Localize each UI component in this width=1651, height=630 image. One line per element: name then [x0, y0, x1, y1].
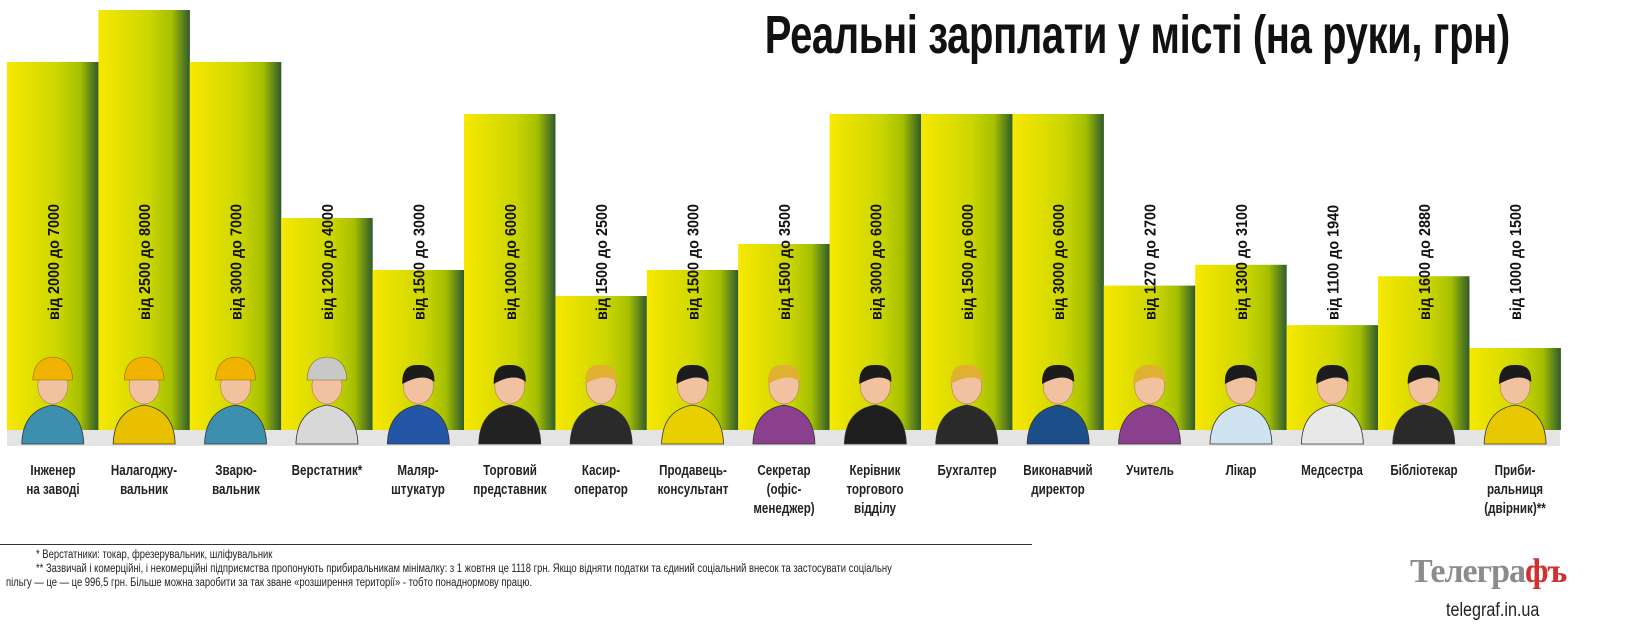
- bar-data-label: від 1100 до 1940: [1325, 205, 1343, 320]
- painter-color-swatch-icon: [386, 364, 450, 445]
- bar-data-label: від 1500 до 6000: [959, 204, 977, 320]
- site-url: telegraf.in.ua: [1446, 600, 1540, 621]
- footnote-2-line-1: ** Зазвичай і комерційні, і некомерційні…: [36, 563, 892, 575]
- bar-data-label: від 1500 до 3000: [685, 204, 703, 320]
- category-label: Виконавчий директор: [1023, 463, 1093, 498]
- bar-data-label: від 1300 до 3100: [1233, 204, 1251, 320]
- accountant-coins-icon: [935, 364, 999, 445]
- bar: [1378, 276, 1470, 430]
- category-label: Налагоджу- вальник: [111, 463, 178, 498]
- cashier-coins-icon: [569, 364, 633, 445]
- bar-chart: від 2000 до 7000 від 2500 до 8000 від 3000…: [7, 10, 1561, 446]
- category-label: Лікар: [1225, 463, 1257, 479]
- doctor-icon: [1209, 364, 1273, 445]
- teacher-blackboard-icon: [1118, 364, 1181, 445]
- footnote-1: * Верстатники: токар, фрезерувальник, шл…: [36, 549, 273, 561]
- category-label: Касир- оператор: [574, 463, 629, 498]
- executive-director-document-icon: [1026, 364, 1090, 445]
- cleaner-cap-icon: [1483, 364, 1547, 445]
- category-label: Секретар (офіс- менеджер): [753, 463, 815, 517]
- bar-data-label: від 1000 до 6000: [502, 204, 520, 320]
- category-label: Бібліотекар: [1390, 463, 1458, 479]
- machinist-helmet-icon: [295, 356, 359, 445]
- category-label: Приби- ральниця (двірник)**: [1484, 463, 1546, 517]
- category-label: Зварю- вальник: [211, 463, 260, 498]
- bar-data-label: від 1270 до 2700: [1142, 204, 1160, 320]
- bar-data-label: від 1600 до 2880: [1416, 204, 1434, 320]
- category-label: Керівник торгового відділу: [846, 463, 904, 517]
- category-label: Медсестра: [1301, 463, 1364, 479]
- sales-manager-icon: [843, 364, 907, 445]
- bar-data-label: від 2000 до 7000: [45, 204, 63, 320]
- category-label: Продавець- консультант: [657, 463, 728, 498]
- category-label: Маляр- штукатур: [391, 463, 446, 498]
- category-label: Інженер на заводі: [26, 463, 80, 498]
- footnote-2-line-2: пільгу — це — це 996,5 грн. Більше можна…: [6, 577, 533, 589]
- chart-title: Реальні зарплати у місті (на руки, грн): [764, 5, 1510, 65]
- librarian-books-icon: [1392, 364, 1456, 445]
- adjuster-hardhat-gear-icon: [112, 356, 176, 445]
- bar-data-label: від 3000 до 7000: [228, 204, 246, 320]
- category-label: Учитель: [1125, 463, 1174, 479]
- engineer-hardhat-icon: [21, 356, 85, 445]
- sales-rep-handshake-icon: [478, 364, 542, 445]
- category-label: Верстатник*: [291, 463, 363, 479]
- category-label: Бухгалтер: [937, 463, 997, 479]
- category-label: Торговий представник: [473, 463, 547, 498]
- sales-consultant-icon: [661, 364, 724, 445]
- bar-data-label: від 1200 до 4000: [319, 204, 337, 320]
- bar-data-label: від 1500 до 2500: [593, 204, 611, 320]
- telegraf-logo: Телеграфъ: [1410, 553, 1567, 590]
- bar-data-label: від 1000 до 1500: [1507, 204, 1525, 320]
- bar-data-label: від 3000 до 6000: [868, 204, 886, 320]
- welder-hardhat-icon: [204, 356, 267, 445]
- bar-data-label: від 1500 до 3000: [411, 204, 429, 320]
- footnote-divider: [0, 544, 1032, 545]
- bar-data-label: від 3000 до 6000: [1050, 204, 1068, 320]
- nurse-syringe-icon: [1300, 364, 1364, 445]
- bar-data-label: від 1500 до 3500: [776, 204, 794, 320]
- bar-data-label: від 2500 до 8000: [136, 204, 154, 320]
- secretary-phone-icon: [752, 364, 816, 445]
